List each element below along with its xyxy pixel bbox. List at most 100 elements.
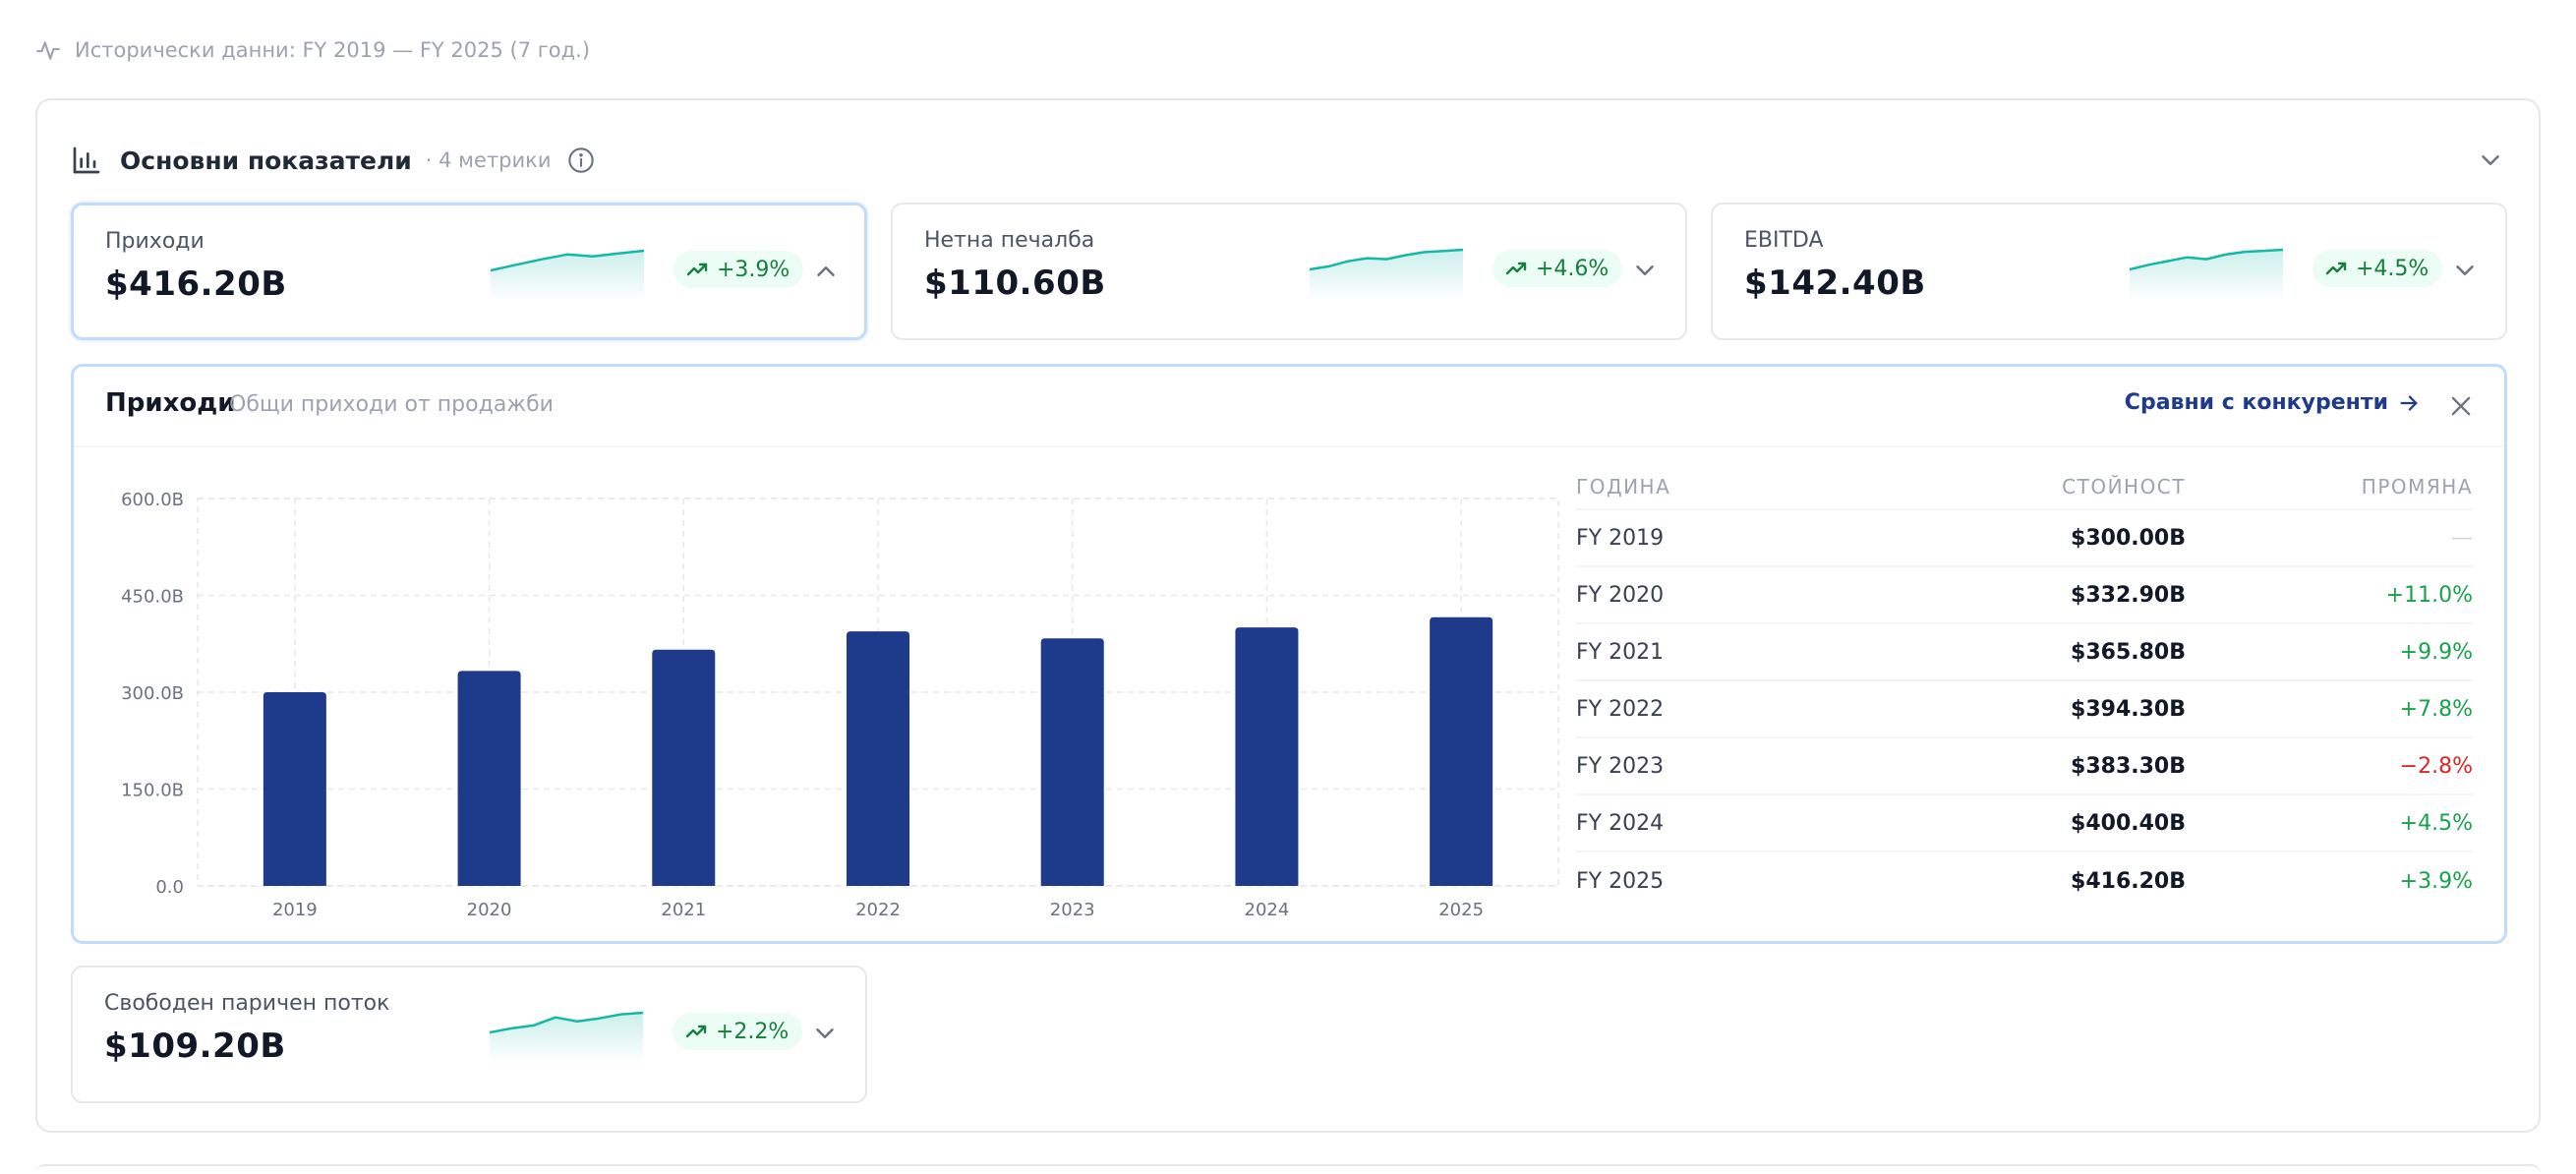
- x-tick-label: 2021: [661, 900, 706, 917]
- sparkline-area: [1310, 250, 1463, 301]
- change-badge: +4.6%: [1493, 250, 1623, 287]
- history-range: Исторически данни: FY 2019 — FY 2025 (7 …: [35, 35, 590, 65]
- metric-card-revenue[interactable]: Приходи $416.20B +3.9%: [71, 203, 867, 340]
- row-value: $416.20B: [2071, 868, 2186, 894]
- compare-label: Сравни с конкуренти: [2124, 390, 2388, 415]
- metric-value: $142.40B: [1744, 264, 1926, 303]
- x-tick-label: 2023: [1050, 900, 1095, 917]
- y-tick-label: 600.0B: [121, 490, 184, 510]
- compare-competitors-link[interactable]: Сравни с конкуренти: [2125, 390, 2420, 415]
- section-title: Основни показатели: [120, 146, 412, 175]
- bar-2020[interactable]: [457, 671, 521, 886]
- bar-2019[interactable]: [263, 692, 326, 886]
- change-badge: +4.5%: [2313, 250, 2443, 287]
- change-badge: +2.2%: [673, 1013, 803, 1050]
- bar-2025[interactable]: [1430, 616, 1493, 886]
- change-value: +3.9%: [717, 257, 790, 282]
- key-metrics-section: Основни показатели · 4 метрики Приходи $…: [35, 98, 2541, 1133]
- column-header-change: ПРОМЯНА: [2361, 475, 2473, 499]
- chevron-down-icon[interactable]: [2476, 146, 2505, 175]
- sparkline-line: [491, 249, 644, 272]
- chevron-down-icon[interactable]: [810, 1019, 840, 1048]
- bar-2022[interactable]: [847, 631, 909, 886]
- y-tick-label: 150.0B: [121, 781, 184, 801]
- change-value: +2.2%: [716, 1019, 790, 1044]
- y-tick-label: 0.0: [155, 877, 184, 898]
- row-year: FY 2020: [1576, 582, 1665, 608]
- column-header-year: ГОДИНА: [1576, 475, 1671, 499]
- metric-label: EBITDA: [1744, 228, 1824, 253]
- table-row: FY 2021 $365.80B +9.9%: [1576, 624, 2473, 681]
- metric-card-ebitda[interactable]: EBITDA $142.40B +4.5%: [1711, 203, 2507, 340]
- revenue-detail-panel: Приходи Общи приходи от продажби Сравни …: [71, 364, 2507, 944]
- history-label: Исторически данни: FY 2019 — FY 2025 (7 …: [75, 38, 591, 62]
- row-change: +9.9%: [2399, 639, 2473, 665]
- x-tick-label: 2024: [1245, 900, 1290, 917]
- sparkline: [490, 1011, 643, 1064]
- change-value: +4.6%: [1536, 256, 1610, 281]
- bar-2021[interactable]: [652, 649, 716, 886]
- row-year: FY 2023: [1576, 753, 1665, 779]
- panel-title: Приходи: [105, 388, 236, 418]
- metric-label: Приходи: [105, 229, 205, 254]
- row-change: −2.8%: [2399, 753, 2473, 779]
- table-row: FY 2025 $416.20B +3.9%: [1576, 852, 2473, 910]
- sparkline-line: [1310, 248, 1463, 271]
- table-row: FY 2020 $332.90B +11.0%: [1576, 567, 2473, 624]
- metric-card-free-cash-flow[interactable]: Свободен паричен поток $109.20B +2.2%: [71, 966, 867, 1103]
- arrow-right-icon: [2400, 394, 2418, 411]
- row-year: FY 2024: [1576, 810, 1665, 836]
- x-tick-label: 2019: [272, 900, 318, 917]
- row-value: $394.30B: [2071, 696, 2186, 722]
- sparkline-line: [490, 1011, 643, 1034]
- bar-2023[interactable]: [1040, 638, 1104, 886]
- row-value: $365.80B: [2071, 639, 2186, 665]
- metric-label: Нетна печалба: [924, 228, 1095, 253]
- panel-subtitle: Общи приходи от продажби: [229, 392, 554, 417]
- change-value: +4.5%: [2356, 256, 2430, 281]
- metric-value: $109.20B: [104, 1027, 286, 1066]
- x-tick-label: 2022: [855, 900, 901, 917]
- row-change: +7.8%: [2399, 696, 2473, 722]
- row-change: +3.9%: [2399, 868, 2473, 894]
- chevron-down-icon[interactable]: [1630, 256, 1660, 285]
- trending-up-icon: [685, 1025, 707, 1038]
- table-row: FY 2019 $300.00B —: [1576, 510, 2473, 567]
- activity-icon: [36, 41, 60, 60]
- row-change: —: [2451, 525, 2473, 551]
- column-header-value: СТОЙНОСТ: [2062, 475, 2186, 499]
- row-change: +4.5%: [2399, 810, 2473, 836]
- chevron-down-icon[interactable]: [2450, 256, 2480, 285]
- trending-up-icon: [686, 263, 708, 276]
- row-year: FY 2021: [1576, 639, 1665, 665]
- row-year: FY 2025: [1576, 868, 1665, 894]
- row-value: $300.00B: [2071, 525, 2186, 551]
- sparkline-area: [2130, 250, 2283, 301]
- row-value: $400.40B: [2071, 810, 2186, 836]
- table-row: FY 2024 $400.40B +4.5%: [1576, 795, 2473, 852]
- sparkline-line: [2130, 248, 2283, 271]
- section-subtitle: · 4 метрики: [425, 148, 552, 172]
- table-header: ГОДИНА СТОЙНОСТ ПРОМЯНА: [1576, 465, 2473, 510]
- panel-header: Приходи Общи приходи от продажби Сравни …: [74, 367, 2504, 447]
- section-header[interactable]: Основни показатели · 4 метрики: [71, 140, 2505, 181]
- sparkline: [491, 249, 644, 302]
- metric-card-net-income[interactable]: Нетна печалба $110.60B +4.6%: [891, 203, 1687, 340]
- bar-2024[interactable]: [1235, 627, 1299, 886]
- trending-up-icon: [1505, 262, 1527, 275]
- metric-label: Свободен паричен поток: [104, 991, 390, 1016]
- info-icon[interactable]: [567, 147, 595, 174]
- close-icon[interactable]: [2447, 392, 2475, 420]
- chevron-up-icon[interactable]: [811, 257, 841, 286]
- table-row: FY 2022 $394.30B +7.8%: [1576, 681, 2473, 738]
- revenue-bar-chart: 0.0 150.0B 300.0B 450.0B 600.0B 2019 2020 2021 2…: [121, 490, 1559, 917]
- row-change: +11.0%: [2385, 582, 2473, 608]
- sparkline: [1310, 248, 1463, 301]
- revenue-table: ГОДИНА СТОЙНОСТ ПРОМЯНА FY 2019 $300.00B…: [1576, 465, 2473, 910]
- next-section-edge: [35, 1164, 2541, 1174]
- metric-value: $416.20B: [105, 264, 287, 304]
- change-badge: +3.9%: [673, 251, 804, 288]
- x-tick-label: 2025: [1438, 900, 1484, 917]
- sparkline-area: [490, 1013, 643, 1064]
- table-row: FY 2023 $383.30B −2.8%: [1576, 738, 2473, 795]
